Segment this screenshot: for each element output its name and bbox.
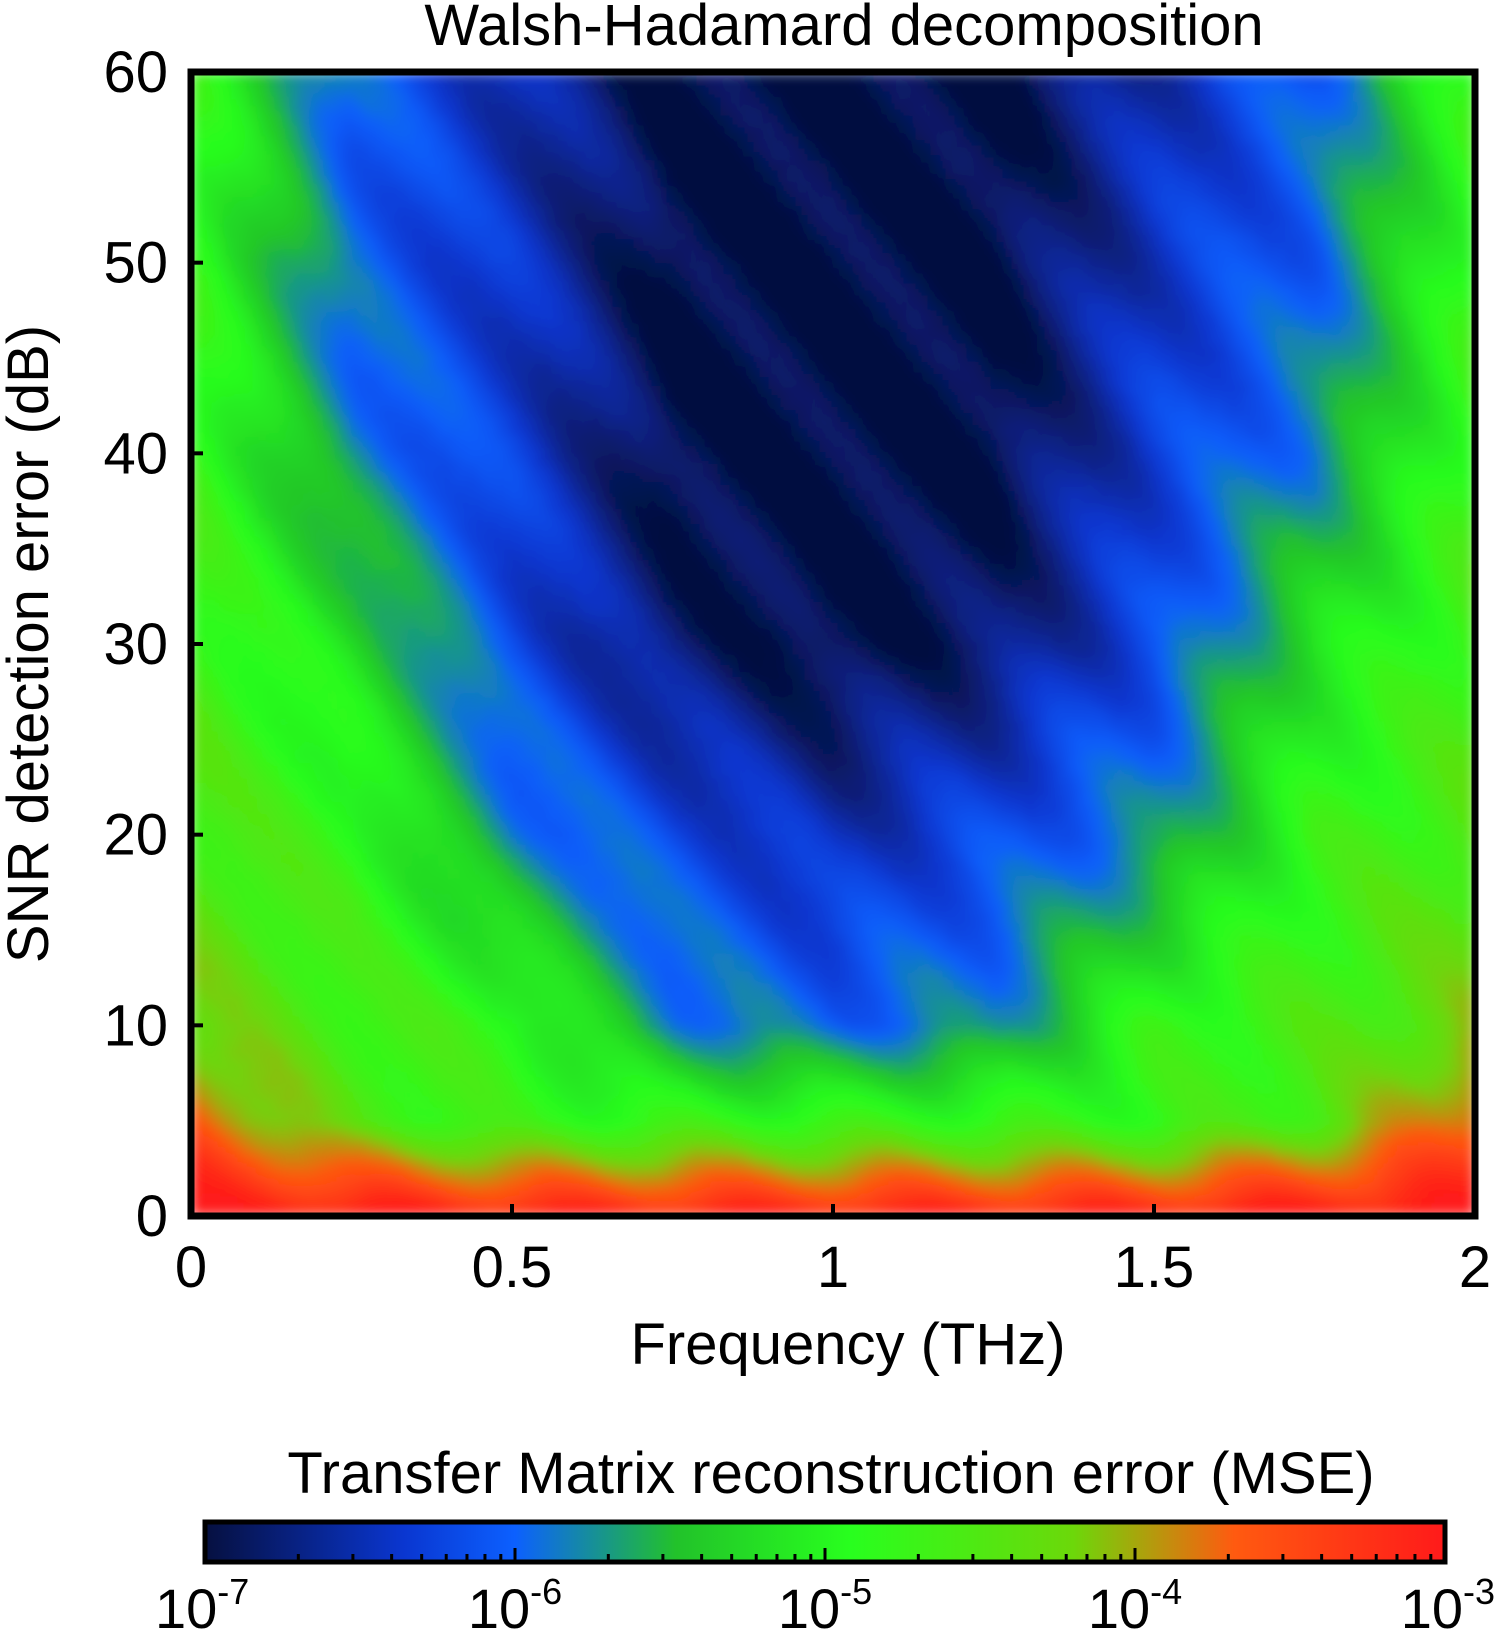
- colorbar-tick-label: 10-6: [468, 1571, 562, 1637]
- heatmap-image: [191, 72, 1475, 1216]
- colorbar-tick-label: 10-7: [155, 1571, 249, 1637]
- y-tick-label: 20: [103, 803, 168, 868]
- x-tick-label: 1: [817, 1235, 849, 1300]
- heatmap-area: [191, 72, 1475, 1216]
- colorbar-label: Transfer Matrix reconstruction error (MS…: [287, 1441, 1374, 1506]
- y-tick-label: 0: [136, 1184, 168, 1249]
- x-tick-label: 1.5: [1114, 1235, 1195, 1300]
- x-tick-label: 0: [175, 1235, 207, 1300]
- y-tick-label: 10: [103, 993, 168, 1058]
- y-tick-label: 50: [103, 231, 168, 296]
- y-axis-label: SNR detection error (dB): [0, 325, 61, 963]
- x-axis-ticks: 0 0.5 1 1.5 2: [175, 1204, 1491, 1300]
- chart-title: Walsh-Hadamard decomposition: [424, 0, 1263, 58]
- colorbar-tick-label: 10-3: [1401, 1571, 1495, 1637]
- y-tick-label: 30: [103, 612, 168, 677]
- x-axis-label: Frequency (THz): [630, 1312, 1065, 1377]
- x-tick-label: 2: [1459, 1235, 1491, 1300]
- x-tick-label: 0.5: [472, 1235, 553, 1300]
- colorbar-tick-label: 10-5: [778, 1571, 872, 1637]
- colorbar-tick-label: 10-4: [1088, 1571, 1182, 1637]
- colorbar-ticks: 10-7 10-6 10-5 10-4 10-3: [155, 1548, 1495, 1637]
- y-tick-label: 40: [103, 421, 168, 486]
- y-axis-ticks: 0 10 20 30 40 50 60: [103, 40, 203, 1249]
- y-tick-label: 60: [103, 40, 168, 105]
